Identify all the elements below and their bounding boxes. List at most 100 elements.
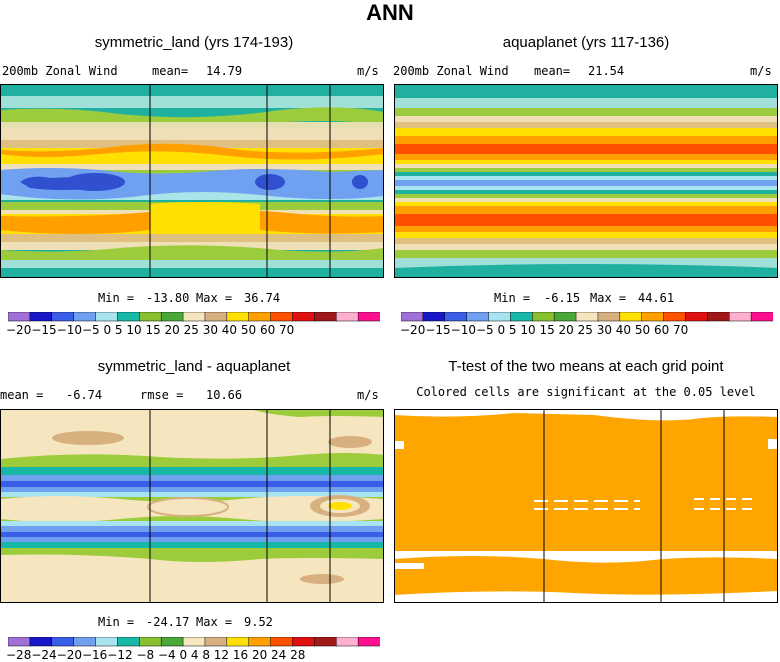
panel1-mean-label: mean= [152, 64, 189, 78]
colorbar-swatch [575, 312, 599, 322]
panel1-min-value: -13.80 [146, 291, 190, 305]
nonsig-cell [394, 551, 778, 563]
plot-frame [0, 409, 384, 603]
band [394, 202, 778, 206]
colorbar-swatch [641, 312, 665, 322]
panel3-colorbar-labels: −28−24−20−16−12 −8 −4 0 4 8 12 16 20 24 … [6, 648, 306, 662]
band [147, 497, 229, 517]
band [0, 492, 384, 497]
band [394, 128, 778, 136]
plot-frame [0, 84, 384, 278]
band [0, 467, 384, 475]
colorbar-swatch [204, 312, 228, 322]
panel2-colorbar-labels: −20−15−10−5 0 5 10 15 20 25 30 40 50 60 … [400, 323, 689, 337]
panel3-mean-label: mean = [0, 388, 44, 402]
band [0, 453, 384, 467]
band [0, 122, 384, 128]
nonsig-cell [394, 591, 778, 603]
band [0, 140, 384, 148]
panel3-min-value: -24.17 [146, 615, 190, 629]
panel2-map [394, 84, 778, 278]
colorbar-swatch [160, 637, 184, 647]
colorbar-swatch [29, 637, 53, 647]
colorbar-swatch [117, 312, 141, 322]
colorbar-swatch [182, 637, 206, 647]
band [394, 214, 778, 226]
band [250, 409, 384, 417]
band [394, 244, 778, 250]
colorbar-swatch [750, 312, 773, 322]
colorbar-swatch [510, 312, 534, 322]
band [394, 194, 778, 198]
panel3-max-label: Max = [196, 615, 233, 629]
colorbar-swatch [335, 312, 359, 322]
band [394, 136, 778, 144]
nonsig-cell [768, 439, 778, 449]
band [0, 537, 384, 542]
band [0, 475, 384, 481]
colorbar-swatch [532, 312, 555, 322]
band [394, 238, 778, 244]
panel4-subtitle: Colored cells are significant at the 0.0… [416, 385, 756, 399]
panel1-max-value: 36.74 [244, 291, 281, 305]
band [0, 532, 384, 537]
colorbar-swatch [444, 312, 468, 322]
colorbar-swatch [204, 637, 228, 647]
panel3-rmse-label: rmse = [140, 388, 184, 402]
colorbar-swatch [8, 637, 31, 647]
colorbar-swatch [292, 312, 316, 322]
panel3-min-label: Min = [98, 615, 135, 629]
panel4-map [394, 409, 778, 603]
colorbar-swatch [139, 637, 162, 647]
colorbar-swatch [314, 637, 337, 647]
band [150, 202, 260, 236]
colorbar-swatch [663, 312, 687, 322]
panel2-units: m/s [750, 64, 772, 78]
band [255, 174, 285, 190]
band [328, 502, 352, 510]
colorbar-swatch [95, 312, 119, 322]
band [0, 96, 384, 108]
band [328, 436, 372, 448]
panel1-colorbar [8, 312, 380, 322]
panel3-title: symmetric_land - aquaplanet [97, 358, 291, 375]
band [65, 173, 125, 191]
panel3-colorbar [8, 637, 380, 647]
band [0, 143, 384, 160]
colorbar-swatch [73, 312, 97, 322]
nonsig-cell [394, 409, 778, 421]
band [0, 234, 384, 242]
band [300, 574, 344, 584]
band [394, 108, 778, 116]
colorbar-swatch [422, 312, 446, 322]
colorbar-swatch [117, 637, 141, 647]
band [394, 144, 778, 154]
band [394, 180, 778, 186]
colorbar-swatch [73, 637, 97, 647]
panel2-max-value: 44.61 [638, 291, 675, 305]
band [394, 176, 778, 180]
colorbar-swatch [95, 637, 119, 647]
band [0, 487, 384, 492]
band [0, 548, 384, 562]
colorbar-swatch [248, 637, 272, 647]
panel1-min-label: Min = [98, 291, 135, 305]
panel2-variable: 200mb Zonal Wind [393, 64, 509, 78]
colorbar-swatch [292, 637, 316, 647]
panel3-units: m/s [357, 388, 379, 402]
panel2-mean-label: mean= [534, 64, 571, 78]
panel2-min-value: -6.15 [544, 291, 581, 305]
band [394, 258, 778, 268]
panel1-title: symmetric_land (yrs 174-193) [94, 34, 294, 51]
band [0, 245, 384, 260]
nonsig-dashes [534, 498, 752, 510]
panel1-mean-value: 14.79 [206, 64, 243, 78]
panel1-colorbar-labels: −20−15−10−5 0 5 10 15 20 25 30 40 50 60 … [6, 323, 295, 337]
colorbar-swatch [270, 312, 294, 322]
band [394, 122, 778, 128]
colorbar-swatch [270, 637, 294, 647]
colorbar-swatch [488, 312, 512, 322]
band [394, 154, 778, 160]
band [394, 160, 778, 164]
colorbar-swatch [357, 637, 380, 647]
